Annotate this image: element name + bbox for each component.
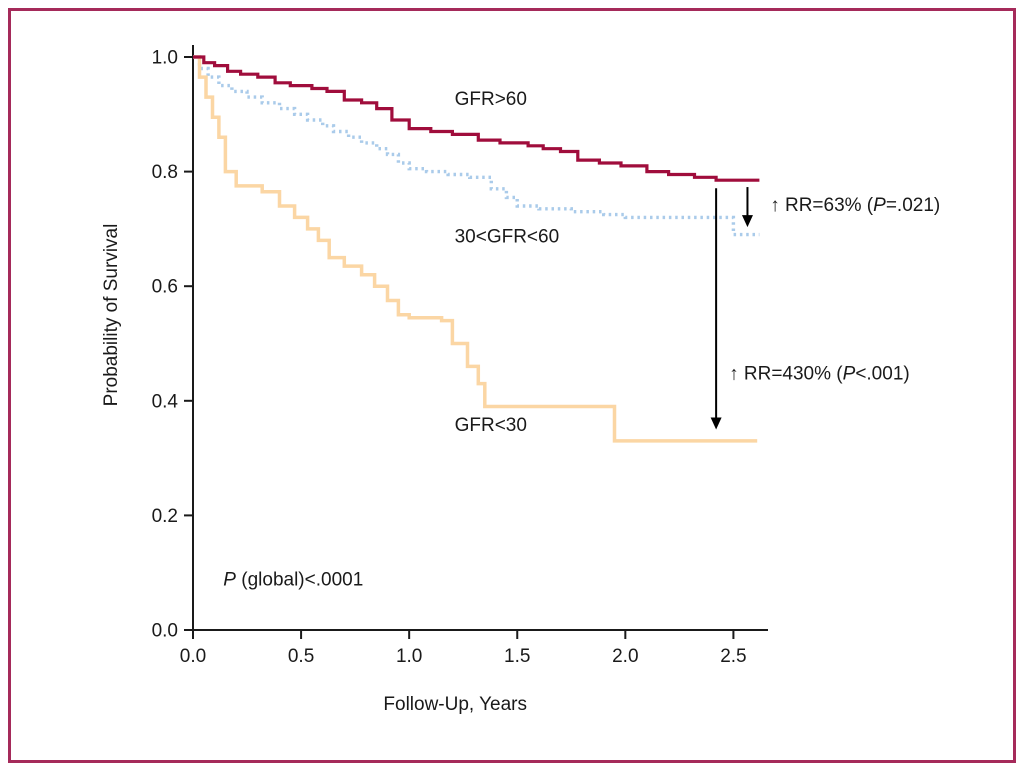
x-tick-label: 1.0 [396,646,422,667]
x-tick-label: 0.5 [288,646,314,667]
y-tick-label: 0.2 [152,506,178,527]
y-tick-label: 0.8 [152,162,178,183]
x-tick-label: 1.5 [504,646,530,667]
arrow-rr-430-head [710,417,722,430]
series-gfr-30-60 [193,55,760,237]
axes: 0.0 0.5 1.0 1.5 2.0 2.5 0.0 0.2 0.4 0.6 0.8 1.0 [152,45,768,667]
arrow-rr-430 [710,188,722,430]
rr-430-annotation: ↑ RR=430% (P<.001) [729,363,910,384]
curve-label-gfr-lt-30: GFR<30 [455,415,527,436]
x-tick-label: 2.5 [720,646,746,667]
x-axis-label: Follow-Up, Years [383,694,527,715]
series-gfr-lt-30 [193,55,758,443]
y-tick-label: 0.0 [152,621,178,642]
arrow-rr-63 [741,187,753,228]
curve-label-gfr-30-60: 30<GFR<60 [455,226,560,247]
y-tick-label: 1.0 [152,48,178,69]
series-gfr-gt-60 [193,55,760,182]
curve-label-gfr-gt-60: GFR>60 [455,89,527,110]
x-tick-label: 0.0 [180,646,206,667]
x-tick-label: 2.0 [612,646,638,667]
arrow-rr-63-head [741,215,753,228]
y-tick-label: 0.6 [152,277,178,298]
y-tick-label: 0.4 [152,391,179,412]
rr-63-annotation: ↑ RR=63% (P=.021) [770,195,940,216]
y-axis-label: Probability of Survival [101,224,122,407]
p-global-annotation: P (global)<.0001 [223,570,363,591]
